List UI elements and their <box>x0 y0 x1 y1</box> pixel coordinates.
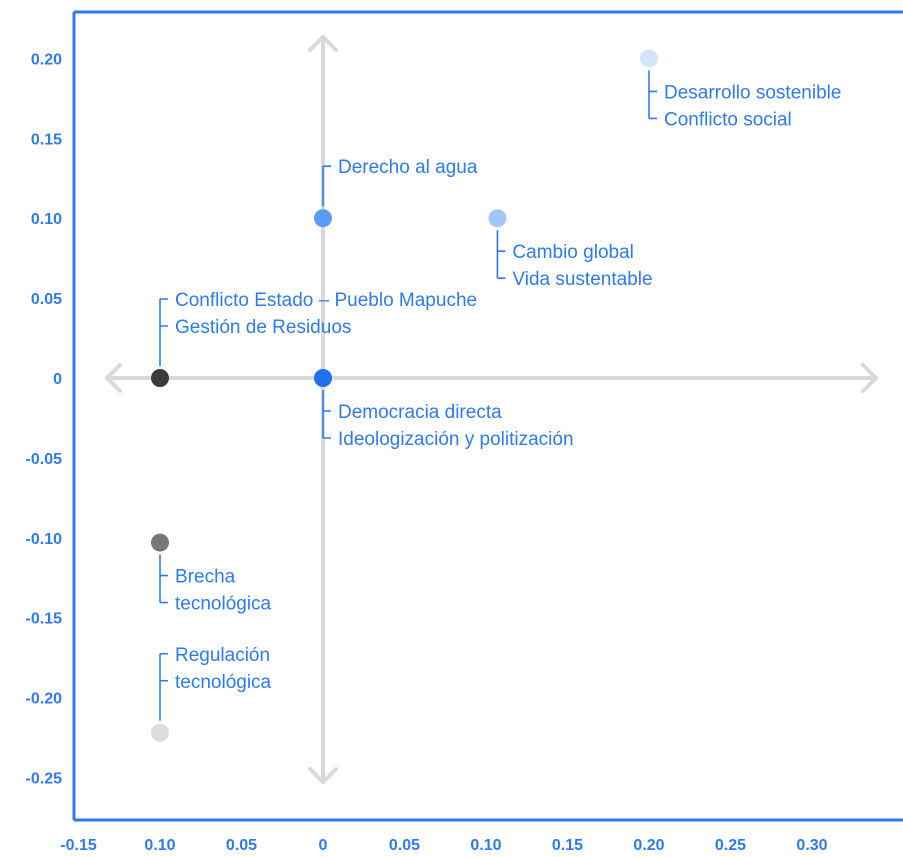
y-tick-label: 0.15 <box>31 131 62 148</box>
label-connector <box>159 652 168 721</box>
axis-arrow-right <box>861 363 878 393</box>
x-tick-label: -0.15 <box>60 837 97 854</box>
y-tick-label: -0.25 <box>26 771 63 788</box>
y-tick-label: -0.05 <box>26 451 63 468</box>
y-tick-label: -0.15 <box>26 611 63 628</box>
x-tick-label: 0.30 <box>796 837 827 854</box>
label-connector <box>322 390 331 439</box>
point-label: tecnológica <box>175 594 272 615</box>
y-tick-label: -0.20 <box>26 691 63 708</box>
axis-arrow-down <box>308 767 338 784</box>
point-label: Democracia directa <box>338 402 502 423</box>
point-label: Brecha <box>175 567 236 588</box>
data-point <box>314 369 332 387</box>
x-tick-label: 0.10 <box>470 837 501 854</box>
y-tick-label: 0 <box>53 371 62 388</box>
y-tick-label: -0.10 <box>26 531 63 548</box>
point-label: Desarrollo sostenible <box>664 82 841 103</box>
point-label: Conflicto Estado – Pueblo Mapuche <box>175 290 477 311</box>
point-label: Vida sustentable <box>512 269 652 290</box>
chart-frame <box>72 10 903 822</box>
label-connector <box>159 554 168 604</box>
data-point <box>488 209 507 228</box>
axis-arrow-up <box>308 35 338 52</box>
point-label: Regulación <box>175 645 270 666</box>
y-tick-label: 0.20 <box>31 51 62 68</box>
x-tick-label: 0.20 <box>633 837 664 854</box>
label-connector <box>648 70 657 120</box>
data-point <box>151 533 169 552</box>
label-connector <box>159 298 168 366</box>
x-tick-label: 0 <box>319 837 328 854</box>
x-tick-label: 0.05 <box>389 837 420 854</box>
point-label: Gestión de Residuos <box>175 317 351 338</box>
point-labels: Desarrollo sostenible Conflicto social Der… <box>175 82 841 692</box>
data-point <box>151 723 169 742</box>
x-tick-label: 0.05 <box>226 837 257 854</box>
x-tick-label: 0.10 <box>144 837 175 854</box>
x-tick-label: 0.25 <box>715 837 746 854</box>
point-label: Conflicto social <box>664 109 792 130</box>
axis-arrow-left <box>105 363 122 393</box>
point-label: Cambio global <box>512 242 633 263</box>
tick-labels: 0.20 0.15 0.10 0.05 0 -0.05 -0.10 -0.15 -0.20 -0.… <box>26 51 828 854</box>
data-point <box>314 209 332 228</box>
y-tick-label: 0.10 <box>31 211 62 228</box>
point-label: Ideologización y politización <box>338 429 574 450</box>
data-point <box>151 369 169 387</box>
data-point <box>640 49 658 68</box>
data-points <box>151 49 658 742</box>
label-connector <box>322 165 331 207</box>
label-connector <box>496 230 506 279</box>
y-tick-label: 0.05 <box>31 291 62 308</box>
point-label: tecnológica <box>175 672 272 693</box>
x-tick-label: 0.15 <box>552 837 583 854</box>
label-connectors <box>159 70 657 721</box>
point-label: Derecho al agua <box>338 157 478 178</box>
